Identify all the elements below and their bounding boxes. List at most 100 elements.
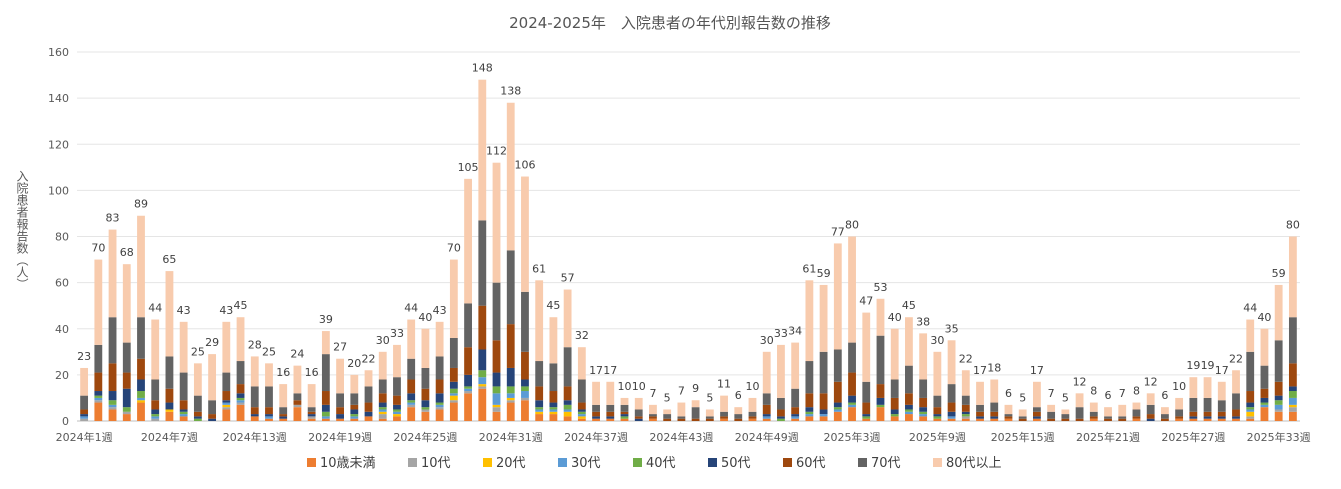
bar-segment <box>336 418 344 421</box>
bar-stack <box>1018 409 1027 421</box>
bar-segment <box>819 414 828 417</box>
x-axis: 2024年1週 2024年7週 2024年13週 2024年19週 2024年25週 20… <box>56 430 1311 444</box>
bar-segment <box>1217 418 1226 421</box>
bar-segment <box>1274 381 1283 396</box>
data-label: 33 <box>774 327 788 340</box>
bar-segment <box>1246 402 1255 408</box>
bar-segment <box>521 391 529 398</box>
bar-segment <box>1246 319 1255 352</box>
bar-segment <box>407 358 416 380</box>
bar-segment <box>620 414 629 417</box>
data-label: 61 <box>802 262 816 275</box>
bar-segment <box>1132 402 1141 410</box>
bar-segment <box>478 79 487 221</box>
bar-segment <box>222 409 231 421</box>
bar-segment <box>94 259 103 345</box>
bar-segment <box>791 418 800 421</box>
data-label: 70 <box>91 242 105 255</box>
bar-segment <box>833 411 842 421</box>
x-tick-label: 2025年3週 <box>824 430 881 444</box>
x-tick-label: 2024年31週 <box>479 430 543 444</box>
data-label: 47 <box>859 295 873 308</box>
bar-segment <box>1047 404 1056 412</box>
bar-segment <box>1274 340 1283 382</box>
bar-segment <box>933 414 942 417</box>
bar-segment <box>1061 414 1070 419</box>
bar-segment <box>222 372 231 392</box>
bar-stack <box>265 363 273 421</box>
bar-stack <box>691 400 700 421</box>
bar-segment <box>492 393 501 405</box>
bar-segment <box>535 411 544 415</box>
bar-segment <box>705 416 714 419</box>
x-tick-label: 2024年37週 <box>564 430 628 444</box>
bar-segment <box>1260 407 1269 421</box>
bar-segment <box>890 397 899 410</box>
legend-label: 10歳未満 <box>320 456 376 471</box>
bar-segment <box>606 418 615 421</box>
data-label: 6 <box>1105 389 1112 402</box>
bar-segment <box>762 393 771 405</box>
bar-segment <box>208 414 217 419</box>
bar-segment <box>620 418 629 421</box>
bar-segment <box>521 400 529 421</box>
data-label: 38 <box>916 315 930 328</box>
bar-segment <box>1288 391 1297 398</box>
bar-segment <box>506 102 515 251</box>
data-label: 8 <box>1133 385 1140 398</box>
bar-segment <box>833 402 842 408</box>
bar-segment <box>1288 404 1297 408</box>
bar-segment <box>521 397 529 401</box>
data-label: 22 <box>362 352 376 365</box>
legend-swatch <box>858 458 867 467</box>
bar-segment <box>1232 393 1240 410</box>
gridlines <box>77 51 1300 422</box>
bar-segment <box>250 416 259 421</box>
bar-stack <box>862 312 871 421</box>
bar-segment <box>193 418 202 421</box>
y-tick-label: 20 <box>55 369 69 382</box>
bar-segment <box>236 402 245 405</box>
bar-segment <box>905 409 913 412</box>
bar-segment <box>94 391 103 396</box>
data-label: 138 <box>500 85 521 98</box>
bar-segment <box>1104 418 1112 421</box>
bar-segment <box>1288 407 1297 412</box>
bar-segment <box>1288 397 1297 405</box>
data-label: 30 <box>930 334 944 347</box>
data-label: 59 <box>817 267 831 280</box>
bar-segment <box>94 395 103 398</box>
bar-stack <box>1288 236 1297 421</box>
data-label: 39 <box>319 313 333 326</box>
bar-segment <box>307 407 316 412</box>
bar-segment <box>478 370 487 378</box>
bar-segment <box>805 414 814 417</box>
bar-segment <box>80 395 89 410</box>
bar-stack <box>151 319 160 421</box>
bar-segment <box>421 328 430 368</box>
data-label: 17 <box>603 364 617 377</box>
bar-segment <box>1132 418 1141 421</box>
bar-stack <box>677 402 686 421</box>
bar-segment <box>976 404 984 412</box>
bar-stack <box>705 409 714 421</box>
bar-segment <box>293 400 302 405</box>
bar-stack <box>321 331 330 421</box>
bar-segment <box>378 418 387 421</box>
data-label: 5 <box>1019 391 1026 404</box>
bar-segment <box>819 351 828 394</box>
data-label: 8 <box>1090 385 1097 398</box>
bar-segment <box>620 404 629 412</box>
bar-segment <box>649 404 657 415</box>
bar-segment <box>321 411 330 417</box>
bar-segment <box>577 411 586 415</box>
bar-stack <box>933 351 942 421</box>
bar-segment <box>1203 377 1212 398</box>
bar-segment <box>606 416 615 419</box>
data-label: 45 <box>902 299 916 312</box>
data-label: 9 <box>692 382 699 395</box>
bar-segment <box>1089 402 1098 412</box>
bar-stack <box>250 356 259 421</box>
bar-segment <box>193 395 202 412</box>
data-label: 30 <box>376 334 390 347</box>
